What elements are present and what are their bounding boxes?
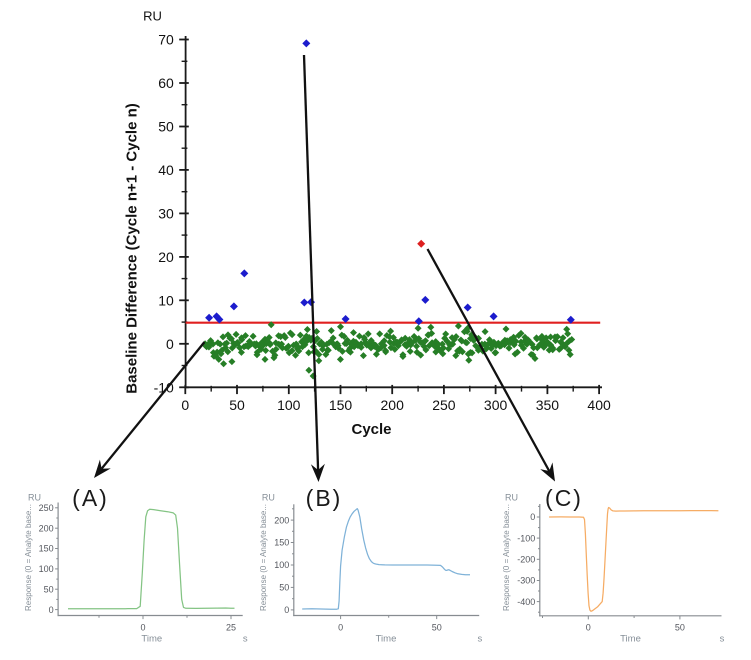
svg-text:0: 0 <box>530 512 535 522</box>
svg-text:20: 20 <box>158 249 174 265</box>
svg-text:-400: -400 <box>517 597 535 607</box>
svg-text:-300: -300 <box>517 576 535 586</box>
svg-text:50: 50 <box>279 583 289 593</box>
svg-text:RU: RU <box>143 9 162 24</box>
svg-text:0: 0 <box>49 605 54 615</box>
svg-text:100: 100 <box>39 564 54 574</box>
svg-text:25: 25 <box>226 622 236 632</box>
svg-text:Response (0 = Analyte base...: Response (0 = Analyte base... <box>259 504 268 611</box>
svg-text:Time: Time <box>141 634 162 645</box>
svg-text:50: 50 <box>675 622 685 632</box>
svg-text:Time: Time <box>376 634 397 645</box>
svg-text:200: 200 <box>39 523 54 533</box>
svg-text:-10: -10 <box>154 379 174 395</box>
svg-text:RU: RU <box>28 493 41 503</box>
svg-text:50: 50 <box>158 119 174 135</box>
svg-text:Response (0 = Analyte base...: Response (0 = Analyte base... <box>24 504 33 611</box>
svg-text:60: 60 <box>158 75 174 91</box>
svg-text:0: 0 <box>338 622 343 632</box>
svg-text:50: 50 <box>229 397 245 413</box>
svg-text:Response (0 = Analyte base...: Response (0 = Analyte base... <box>502 504 511 611</box>
svg-text:150: 150 <box>39 544 54 554</box>
svg-text:(C): (C) <box>545 485 583 511</box>
svg-text:50: 50 <box>432 622 442 632</box>
svg-text:10: 10 <box>158 292 174 308</box>
svg-text:200: 200 <box>274 515 289 525</box>
svg-text:150: 150 <box>329 397 353 413</box>
svg-text:400: 400 <box>587 397 611 413</box>
svg-text:s: s <box>478 634 483 645</box>
svg-text:50: 50 <box>44 584 54 594</box>
svg-text:s: s <box>243 634 248 645</box>
svg-text:Baseline Difference (Cycle n+1: Baseline Difference (Cycle n+1 - Cycle n… <box>124 103 141 394</box>
svg-text:Cycle: Cycle <box>351 421 391 438</box>
svg-text:RU: RU <box>505 493 518 503</box>
svg-text:250: 250 <box>432 397 456 413</box>
svg-text:-100: -100 <box>517 533 535 543</box>
svg-text:RU: RU <box>262 493 275 503</box>
svg-text:30: 30 <box>158 205 174 221</box>
svg-text:100: 100 <box>274 560 289 570</box>
svg-text:s: s <box>720 634 725 645</box>
svg-text:300: 300 <box>484 397 508 413</box>
svg-text:200: 200 <box>381 397 405 413</box>
svg-text:350: 350 <box>536 397 560 413</box>
svg-text:0: 0 <box>181 397 189 413</box>
svg-text:0: 0 <box>166 336 174 352</box>
svg-text:(B): (B) <box>306 485 343 511</box>
svg-text:150: 150 <box>274 538 289 548</box>
svg-text:-200: -200 <box>517 555 535 565</box>
svg-text:(A): (A) <box>72 485 109 511</box>
svg-text:70: 70 <box>158 32 174 48</box>
svg-text:100: 100 <box>277 397 301 413</box>
svg-text:0: 0 <box>284 605 289 615</box>
svg-text:Time: Time <box>620 634 641 645</box>
svg-text:0: 0 <box>586 622 591 632</box>
svg-text:250: 250 <box>39 503 54 513</box>
svg-text:0: 0 <box>140 622 145 632</box>
svg-text:40: 40 <box>158 162 174 178</box>
